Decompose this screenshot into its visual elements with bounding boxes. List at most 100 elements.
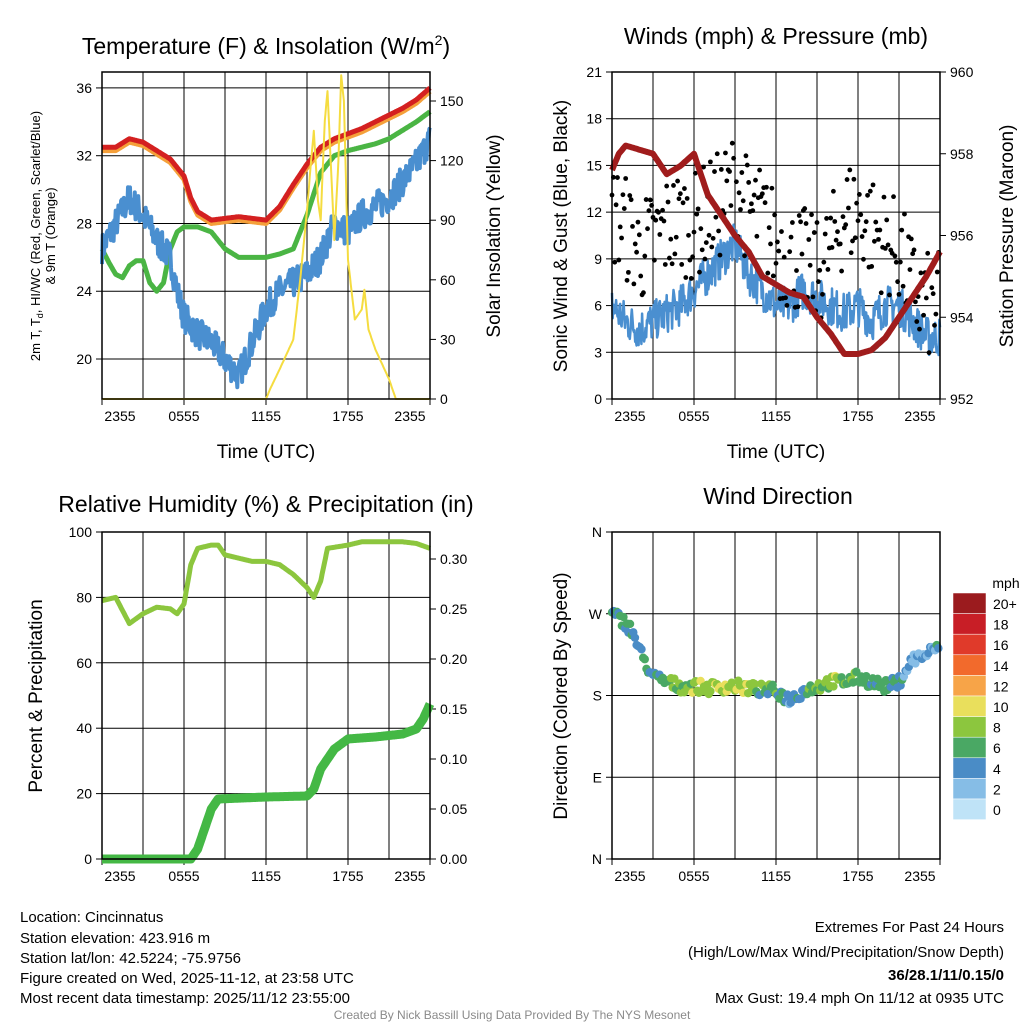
x-tick-label: 1155	[251, 868, 281, 884]
gust-point	[698, 226, 704, 232]
pressure-ylabel: Station Pressure (Maroon)	[997, 125, 1018, 348]
gust-point	[806, 237, 812, 242]
gust-point	[668, 236, 674, 242]
gust-point	[859, 234, 865, 239]
gust-point	[884, 217, 890, 223]
9m-t-line	[100, 89, 432, 226]
gust-point	[645, 226, 650, 232]
gust-point	[774, 239, 780, 245]
gust-point	[902, 211, 907, 217]
x-tick-label: 2355	[394, 408, 425, 424]
gust-point	[671, 183, 676, 188]
gust-point	[661, 218, 667, 224]
gust-point	[814, 220, 820, 225]
temperature-panel: Temperature (F) & Insolation (W/m2) Time…	[28, 32, 505, 463]
footer-created: Figure created on Wed, 2025-11-12, at 23…	[20, 970, 354, 987]
gust-point	[852, 235, 858, 241]
gust-point	[923, 295, 929, 301]
gust-point	[799, 251, 805, 257]
y-tick-label: 21	[586, 64, 602, 80]
gust-point	[636, 232, 642, 238]
gust-point	[833, 237, 839, 243]
colorbar-label: 18	[993, 617, 1009, 633]
insolation-ylabel: Solar Insolation (Yellow)	[484, 134, 505, 337]
y2-tick-label: 150	[440, 93, 464, 109]
wind-direction-point	[837, 673, 846, 682]
gust-point	[628, 197, 634, 203]
relative-humidity-line	[100, 539, 432, 627]
gust-point	[765, 270, 771, 276]
credit: Created By Nick Bassill Using Data Provi…	[334, 1008, 691, 1022]
wind-direction-point	[637, 645, 646, 654]
gust-point	[770, 273, 776, 279]
gust-point	[641, 290, 646, 296]
gust-point	[918, 270, 924, 276]
gust-point	[876, 236, 881, 242]
colorbar-swatch	[952, 675, 987, 697]
gust-point	[768, 241, 773, 247]
footer-recent: Most recent data timestamp: 2025/11/12 2…	[20, 990, 350, 1007]
gust-point	[930, 291, 936, 297]
gust-point	[802, 206, 808, 211]
y-tick-label: W	[589, 606, 603, 622]
gust-point	[634, 249, 639, 255]
gust-point	[846, 205, 851, 211]
wind-direction-ylabel: Direction (Colored By Speed)	[551, 572, 572, 819]
gust-point	[716, 228, 721, 234]
gust-point	[697, 269, 702, 275]
y-tick-label: 18	[586, 111, 602, 127]
colorbar-label: 12	[993, 678, 1009, 694]
x-tick-label: 0555	[168, 868, 199, 884]
x-tick-label: 1155	[761, 408, 791, 424]
gust-point	[709, 244, 715, 250]
y2-tick-label: 30	[440, 331, 456, 347]
y2-tick-label: 0.15	[440, 701, 467, 717]
gust-point	[631, 281, 637, 287]
gust-point	[673, 234, 679, 240]
gust-point	[743, 153, 749, 159]
gust-point	[703, 240, 709, 245]
gust-point	[613, 202, 619, 208]
y2-tick-label: 0	[440, 391, 448, 407]
gust-point	[682, 186, 687, 191]
x-tick-label: 1755	[332, 868, 363, 884]
gust-point	[684, 196, 690, 201]
footer-location: Location: Cincinnatus	[20, 909, 163, 926]
gust-point	[895, 279, 901, 285]
gust-point	[839, 268, 844, 274]
gust-point	[784, 302, 790, 308]
gust-point	[690, 254, 696, 260]
gust-point	[851, 176, 857, 182]
x-tick-label: 1755	[332, 408, 363, 424]
station-pressure-line	[609, 142, 943, 357]
y-tick-label: 80	[76, 589, 92, 605]
y2-tick-label: 0.20	[440, 651, 467, 667]
y-tick-label: 20	[76, 351, 92, 367]
gust-point	[869, 264, 875, 269]
gust-point	[773, 260, 779, 266]
gust-point	[764, 184, 769, 190]
gust-point	[635, 219, 641, 225]
wind-direction-point	[862, 671, 871, 681]
gust-point	[667, 255, 672, 261]
gust-point	[769, 185, 775, 191]
x-tick-label: 1155	[761, 868, 791, 884]
gust-point	[686, 232, 691, 238]
gust-point	[885, 242, 891, 248]
y-tick-label: 24	[76, 283, 92, 299]
wind-direction-point	[625, 619, 635, 629]
wind-direction-panel: Wind Direction Direction (Colored By Spe…	[551, 483, 1020, 884]
gust-point	[662, 262, 668, 267]
gust-point	[794, 268, 799, 273]
y-tick-label: 0	[84, 851, 92, 867]
gust-point	[810, 294, 816, 300]
colorbar-title: mph	[992, 575, 1019, 591]
colorbar-swatch	[952, 592, 987, 614]
gust-point	[688, 276, 694, 281]
winds-xlabel: Time (UTC)	[727, 442, 826, 463]
gust-point	[772, 212, 778, 218]
gust-point	[809, 212, 814, 218]
gust-point	[817, 267, 823, 273]
extremes-title: Extremes For Past 24 Hours	[815, 919, 1004, 936]
